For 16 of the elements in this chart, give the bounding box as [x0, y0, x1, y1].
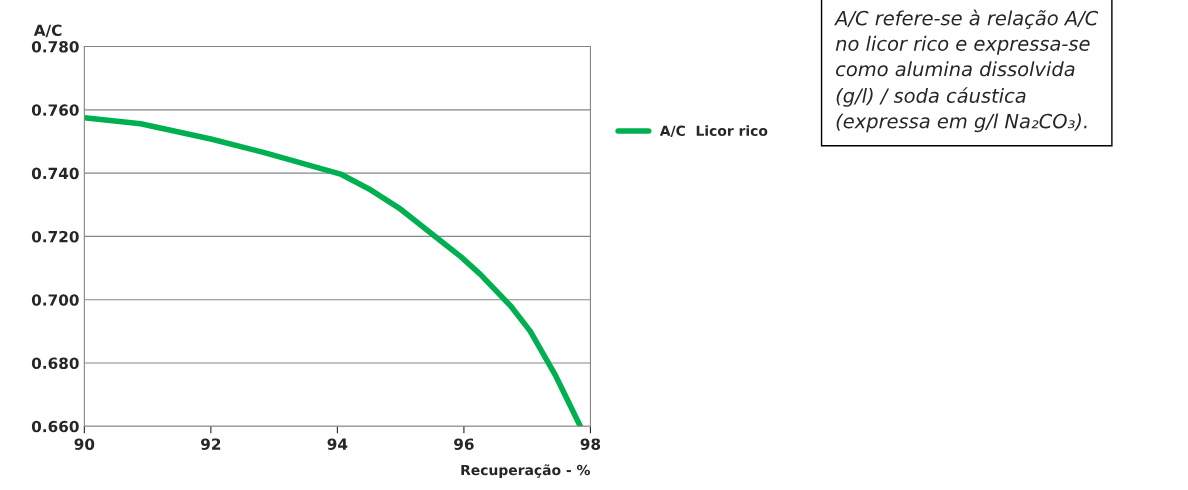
legend-label: A/C Licor rico: [659, 125, 768, 138]
x-tick-label: 96: [454, 438, 474, 450]
y-tick-label: 0.780: [31, 41, 79, 53]
y-axis-title: A/C: [33, 24, 62, 38]
x-tick-label: 92: [201, 438, 221, 450]
y-tick-label: 0.700: [31, 294, 79, 306]
y-tick-label: 0.760: [31, 104, 79, 116]
x-axis-title: Recuperação - %: [461, 464, 590, 478]
y-tick-label: 0.660: [31, 420, 79, 433]
y-tick-label: 0.740: [31, 167, 79, 180]
x-tick-label: 98: [580, 438, 601, 450]
y-tick-label: 0.680: [31, 357, 79, 370]
y-tick-label: 0.720: [31, 230, 79, 243]
x-tick-label: 90: [74, 438, 95, 450]
text: A/C refere-se à relação A/C no licor rico e expressa-se como alumina dissolvida (g/l) / soda cáustica (expressa em g/l Na₂CO₃).: [834, 9, 1099, 133]
x-tick-label: 94: [327, 438, 348, 450]
